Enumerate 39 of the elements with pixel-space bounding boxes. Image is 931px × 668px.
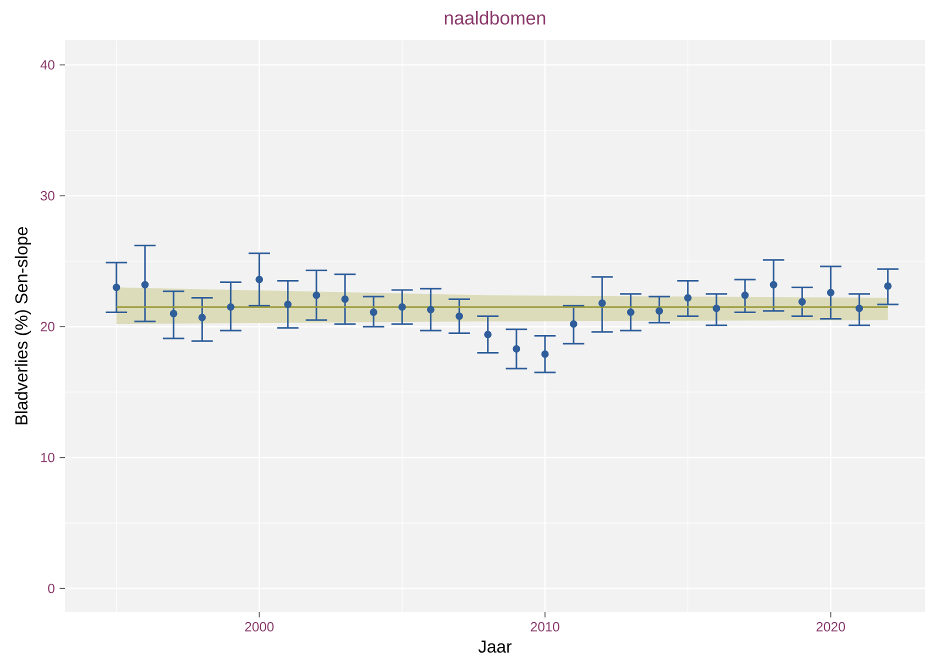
point	[741, 292, 749, 299]
y-tick-label: 20	[40, 322, 54, 332]
point	[712, 304, 720, 312]
point	[512, 345, 520, 353]
x-tick-label: 2010	[530, 622, 560, 632]
point	[141, 281, 149, 288]
y-tick-label: 0	[48, 584, 54, 594]
x-axis-title: Jaar	[478, 640, 512, 653]
x-tick-label: 2000	[245, 622, 274, 632]
point	[256, 276, 264, 284]
point	[284, 300, 292, 308]
point	[456, 312, 464, 320]
point	[484, 330, 492, 338]
point	[684, 294, 692, 302]
y-tick-label: 30	[40, 191, 54, 200]
y-tick-label: 40	[40, 60, 54, 70]
point	[370, 308, 378, 316]
y-tick-label: 10	[41, 452, 54, 462]
point	[170, 310, 178, 318]
point	[226, 303, 234, 311]
x-tick-label: 2020	[816, 622, 846, 632]
point	[856, 304, 864, 312]
point	[570, 320, 578, 328]
point	[112, 284, 120, 292]
point	[656, 307, 664, 315]
point	[798, 298, 806, 306]
point	[884, 282, 892, 290]
point	[312, 292, 320, 299]
point	[426, 306, 434, 314]
point	[626, 308, 634, 316]
chart-title: naaldbomen	[444, 10, 546, 25]
point	[398, 303, 406, 311]
point	[198, 314, 206, 322]
point	[341, 295, 349, 303]
point	[826, 288, 834, 296]
y-axis-title: Bladverlies (%) Sen-slope	[14, 227, 31, 424]
point	[770, 281, 778, 288]
point	[598, 299, 606, 307]
point	[541, 350, 549, 358]
